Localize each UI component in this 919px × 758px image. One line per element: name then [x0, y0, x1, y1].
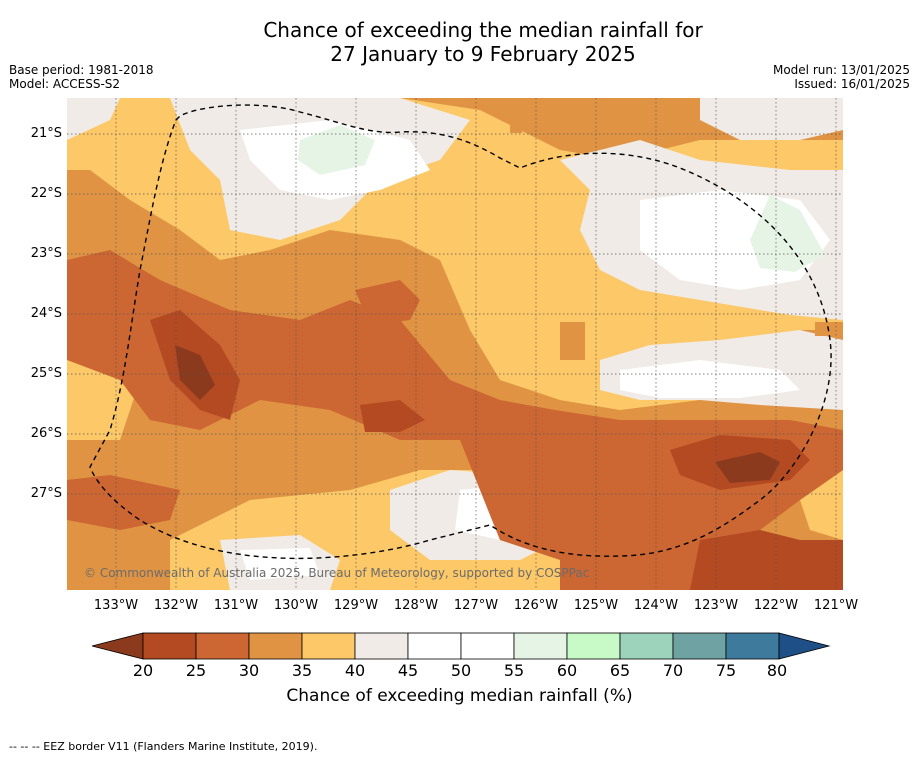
colorbar-tick: 25	[185, 661, 207, 680]
x-tick: 121°W	[813, 598, 859, 613]
colorbar-tick: 75	[715, 661, 737, 680]
colorbar-segment	[566, 632, 621, 660]
x-tick: 122°W	[753, 598, 799, 613]
colorbar-segment	[407, 632, 462, 660]
colorbar-label: Chance of exceeding median rainfall (%)	[286, 686, 633, 706]
y-tick: 27°S	[30, 486, 62, 501]
colorbar-segment	[619, 632, 674, 660]
eez-border	[89, 104, 832, 560]
model-run: Model run: 13/01/2025	[772, 63, 910, 77]
colorbar-segment	[460, 632, 515, 660]
colorbar-tick: 80	[766, 661, 788, 680]
y-tick: 26°S	[30, 426, 62, 441]
colorbar-tick: 60	[556, 661, 578, 680]
x-tick: 132°W	[153, 598, 199, 613]
y-tick: 22°S	[30, 186, 62, 201]
colorbar-segment	[725, 632, 780, 660]
model-name: Model: ACCESS-S2	[9, 77, 121, 91]
y-tick: 23°S	[30, 246, 62, 261]
colorbar-segment	[513, 632, 568, 660]
meta-left: Base period: 1981-2018 Model: ACCESS-S2	[9, 63, 154, 91]
colorbar-segment	[672, 632, 727, 660]
colorbar-segment	[354, 632, 409, 660]
y-tick: 24°S	[30, 306, 62, 321]
x-tick: 125°W	[573, 598, 619, 613]
x-tick: 127°W	[453, 598, 499, 613]
colorbar-tick: 70	[662, 661, 684, 680]
x-tick: 129°W	[333, 598, 379, 613]
copyright-note: © Commonwealth of Australia 2025, Bureau…	[84, 566, 590, 580]
colorbar-tick: 40	[344, 661, 366, 680]
x-tick: 128°W	[393, 598, 439, 613]
x-tick: 130°W	[273, 598, 319, 613]
y-tick: 25°S	[30, 366, 62, 381]
x-tick: 123°W	[693, 598, 739, 613]
colorbar-tick: 55	[503, 661, 525, 680]
x-tick: 131°W	[213, 598, 259, 613]
colorbar-segment	[301, 632, 356, 660]
colorbar-tick: 65	[609, 661, 631, 680]
colorbar-tick: 35	[291, 661, 313, 680]
base-period: Base period: 1981-2018	[9, 63, 154, 77]
graticule	[67, 98, 843, 590]
y-tick: 21°S	[30, 126, 62, 141]
colorbar-extend-low	[91, 632, 144, 660]
rainfall-contours	[67, 98, 843, 590]
x-tick: 124°W	[633, 598, 679, 613]
colorbar-tick: 30	[238, 661, 260, 680]
colorbar-segments	[91, 632, 831, 660]
eez-footnote: -- -- -- EEZ border V11 (Flanders Marine…	[9, 740, 318, 753]
colorbar-segment	[248, 632, 303, 660]
title-line-1: Chance of exceeding the median rainfall …	[263, 18, 703, 42]
meta-right: Model run: 13/01/2025 Issued: 16/01/2025	[773, 63, 910, 91]
x-tick: 133°W	[93, 598, 139, 613]
colorbar-tick: 20	[132, 661, 154, 680]
x-tick: 126°W	[513, 598, 559, 613]
colorbar-segment	[142, 632, 197, 660]
map-title: Chance of exceeding the median rainfall …	[0, 18, 919, 66]
issued-date: Issued: 16/01/2025	[794, 77, 910, 91]
colorbar-tick: 45	[397, 661, 419, 680]
colorbar-tick: 50	[450, 661, 472, 680]
title-line-2: 27 January to 9 February 2025	[330, 42, 636, 66]
colorbar-extend-high	[778, 632, 831, 660]
colorbar-segment	[195, 632, 250, 660]
